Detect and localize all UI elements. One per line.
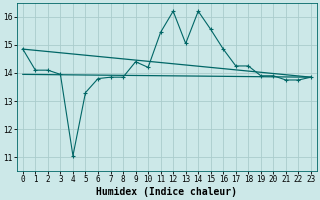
X-axis label: Humidex (Indice chaleur): Humidex (Indice chaleur) [96, 187, 237, 197]
